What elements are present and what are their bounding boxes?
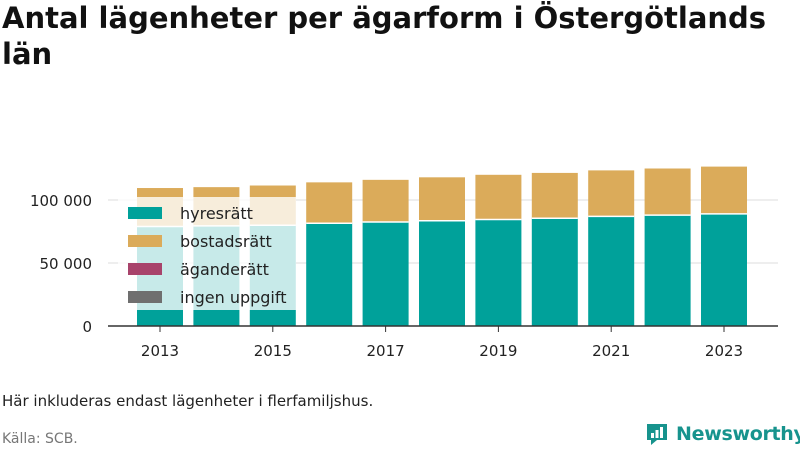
bar-segment	[644, 168, 691, 216]
legend-label: ingen uppgift	[180, 288, 287, 307]
x-tick-label: 2021	[592, 342, 630, 360]
legend-swatch	[128, 291, 162, 303]
bar-segment	[306, 223, 353, 326]
bar-segment	[588, 170, 635, 217]
chart-note: Här inkluderas endast lägenheter i flerf…	[2, 392, 374, 410]
legend-swatch	[128, 207, 162, 219]
bar-segment	[419, 177, 465, 221]
chart-logo-icon	[647, 424, 667, 445]
legend-swatch	[128, 263, 162, 275]
source-text: Källa: SCB.	[2, 431, 78, 447]
y-tick-label: 100 000	[30, 192, 92, 210]
bar-segment	[531, 218, 578, 326]
x-tick-label: 2013	[141, 342, 179, 360]
bar-segment	[362, 179, 409, 223]
legend-label: bostadsrätt	[180, 232, 272, 251]
bar-segment	[701, 166, 747, 214]
legend-label: äganderätt	[180, 260, 269, 279]
y-tick-label: 0	[82, 318, 92, 336]
axes: 0 50 000 100 000 2013 2015 2017 2019 2021 2023	[30, 192, 778, 360]
x-tick-label: 2015	[254, 342, 292, 360]
x-tick-label: 2017	[367, 342, 405, 360]
bar-segment	[362, 222, 409, 326]
legend: hyresrätt bostadsrätt äganderätt ingen uppg…	[118, 197, 296, 310]
chart-title: Antal lägenheter per ägarform i Östergöt…	[2, 1, 767, 71]
x-tick-label: 2019	[479, 342, 517, 360]
bar-segment	[419, 220, 465, 326]
bar-segment	[588, 216, 635, 326]
bar-segment	[531, 172, 578, 219]
newsworthy-logo[interactable]: Newsworthy	[644, 421, 800, 447]
bar-segment	[306, 182, 353, 224]
bar-segment	[475, 219, 522, 326]
legend-label: hyresrätt	[180, 204, 253, 223]
bar-segment	[644, 215, 691, 326]
legend-swatch	[128, 235, 162, 247]
bar-segment	[475, 174, 522, 220]
brand-name: Newsworthy	[676, 423, 800, 445]
y-tick-label: 50 000	[40, 255, 93, 273]
bar-segment	[701, 213, 747, 326]
x-tick-label: 2023	[705, 342, 743, 360]
